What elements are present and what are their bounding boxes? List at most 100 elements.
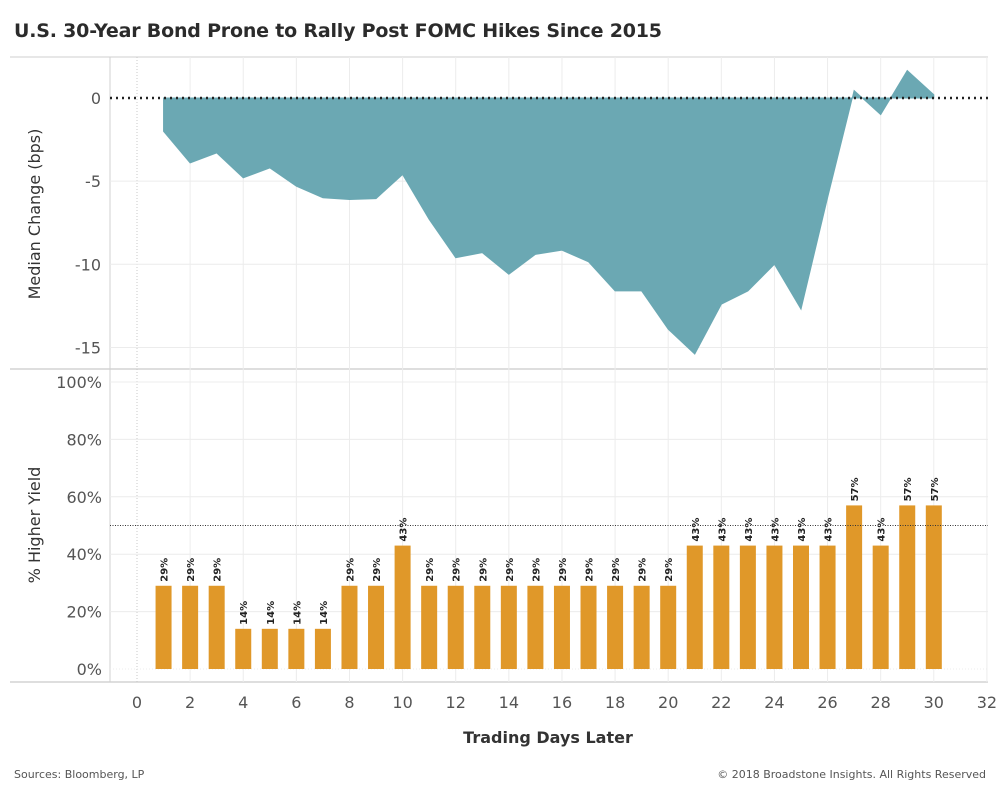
higher-yield-bar xyxy=(527,585,544,669)
bar-data-label: 29% xyxy=(186,558,197,582)
bar-data-label: 14% xyxy=(239,601,250,625)
higher-yield-bar xyxy=(872,545,889,669)
x-tick-label: 14 xyxy=(499,693,519,712)
x-tick-label: 0 xyxy=(132,693,142,712)
bottom-bars-layer: 29% 29% 29% 14% 14% 14% 14% 29% 29% 43% 29% 29% 29% 2… xyxy=(155,477,942,669)
higher-yield-bar xyxy=(235,628,252,669)
bar-data-label: 43% xyxy=(691,518,702,542)
bar-data-label: 29% xyxy=(531,558,542,582)
higher-yield-bar xyxy=(633,585,650,669)
bar-data-label: 29% xyxy=(213,558,224,582)
higher-yield-bar xyxy=(766,545,783,669)
x-tick-label: 10 xyxy=(392,693,412,712)
higher-yield-bar xyxy=(155,585,172,669)
bar-data-label: 29% xyxy=(425,558,436,582)
bar-data-label: 29% xyxy=(558,558,569,582)
bar-data-label: 43% xyxy=(744,518,755,542)
x-axis-label: Trading Days Later xyxy=(463,728,633,747)
top-area-layer xyxy=(163,69,935,355)
top-y-tick-label: -15 xyxy=(75,338,101,357)
x-tick-label: 32 xyxy=(977,693,997,712)
copyright-note: © 2018 Broadstone Insights. All Rights R… xyxy=(717,768,986,781)
median-change-area xyxy=(163,69,935,355)
higher-yield-bar xyxy=(182,585,199,669)
x-tick-label: 24 xyxy=(764,693,784,712)
higher-yield-bar xyxy=(394,545,411,669)
top-y-tick-label: 0 xyxy=(91,89,101,108)
bottom-y-tick-label: 20% xyxy=(66,603,102,622)
bar-data-label: 57% xyxy=(850,477,861,501)
bottom-y-axis-label: % Higher Yield xyxy=(25,467,44,584)
higher-yield-bar xyxy=(261,628,278,669)
higher-yield-bar xyxy=(368,585,385,669)
higher-yield-bar xyxy=(314,628,331,669)
top-y-tick-label: -10 xyxy=(75,255,101,274)
source-note: Sources: Bloomberg, LP xyxy=(14,768,145,781)
top-y-tick-label: -5 xyxy=(85,172,101,191)
higher-yield-bar xyxy=(208,585,225,669)
bar-data-label: 14% xyxy=(319,601,330,625)
higher-yield-bar xyxy=(686,545,703,669)
bar-data-label: 29% xyxy=(505,558,516,582)
bar-data-label: 29% xyxy=(664,558,675,582)
higher-yield-bar xyxy=(341,585,358,669)
bottom-y-tick-label: 80% xyxy=(66,430,102,449)
x-tick-label: 22 xyxy=(711,693,731,712)
bar-data-label: 43% xyxy=(770,518,781,542)
bar-data-label: 29% xyxy=(372,558,383,582)
panel-frames xyxy=(10,56,988,683)
higher-yield-bar xyxy=(846,505,863,669)
higher-yield-bar xyxy=(819,545,836,669)
bar-data-label: 43% xyxy=(824,518,835,542)
higher-yield-bar xyxy=(580,585,597,669)
bar-data-label: 14% xyxy=(292,601,303,625)
x-tick-label: 6 xyxy=(291,693,301,712)
higher-yield-bar xyxy=(500,585,517,669)
bar-data-label: 43% xyxy=(797,518,808,542)
x-tick-label: 18 xyxy=(605,693,625,712)
higher-yield-bar xyxy=(660,585,677,669)
bar-data-label: 29% xyxy=(345,558,356,582)
x-tick-label: 2 xyxy=(185,693,195,712)
bar-data-label: 57% xyxy=(903,477,914,501)
bar-data-label: 29% xyxy=(452,558,463,582)
x-tick-label: 28 xyxy=(871,693,891,712)
x-tick-label: 26 xyxy=(817,693,837,712)
bar-data-label: 57% xyxy=(930,477,941,501)
x-tick-label: 4 xyxy=(238,693,248,712)
higher-yield-bar xyxy=(739,545,756,669)
x-tick-label: 20 xyxy=(658,693,678,712)
top-y-ticks: 0 -5 -10 -15 xyxy=(75,89,101,357)
x-tick-label: 16 xyxy=(552,693,572,712)
x-tick-label: 8 xyxy=(344,693,354,712)
bottom-y-tick-label: 100% xyxy=(56,373,102,392)
bar-data-label: 29% xyxy=(585,558,596,582)
x-tick-label: 12 xyxy=(446,693,466,712)
bar-data-label: 29% xyxy=(638,558,649,582)
chart-title: U.S. 30-Year Bond Prone to Rally Post FO… xyxy=(14,20,662,42)
bar-data-label: 43% xyxy=(399,518,410,542)
higher-yield-bar xyxy=(288,628,305,669)
bottom-y-ticks: 0% 20% 40% 60% 80% 100% xyxy=(56,373,102,679)
higher-yield-bar xyxy=(713,545,730,669)
bottom-y-tick-label: 0% xyxy=(77,660,102,679)
bottom-y-tick-label: 60% xyxy=(66,488,102,507)
x-ticks: 0 2 4 6 8 10 12 14 16 18 20 22 24 26 28 30 32 xyxy=(132,693,997,712)
x-tick-label: 30 xyxy=(924,693,944,712)
bar-data-label: 14% xyxy=(266,601,277,625)
top-y-axis-label: Median Change (bps) xyxy=(25,129,44,300)
bar-data-label: 43% xyxy=(877,518,888,542)
higher-yield-bar xyxy=(607,585,624,669)
higher-yield-bar xyxy=(793,545,809,669)
bar-data-label: 29% xyxy=(478,558,489,582)
bottom-y-tick-label: 40% xyxy=(66,545,102,564)
bar-data-label: 29% xyxy=(611,558,622,582)
higher-yield-bar xyxy=(421,585,438,669)
higher-yield-bar xyxy=(447,585,464,669)
bar-data-label: 43% xyxy=(717,518,728,542)
higher-yield-bar xyxy=(925,505,942,669)
higher-yield-bar xyxy=(474,585,491,669)
higher-yield-bar xyxy=(899,505,916,669)
bar-data-label: 29% xyxy=(160,558,171,582)
